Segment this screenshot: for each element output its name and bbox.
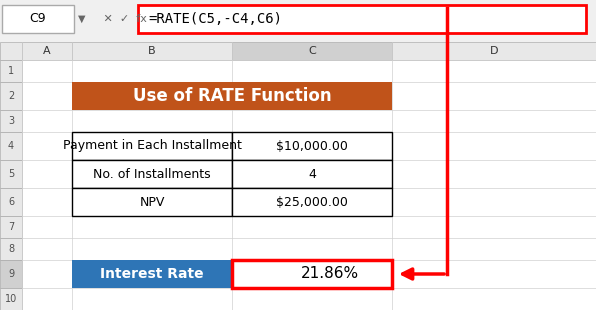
- Text: 6: 6: [8, 197, 14, 207]
- Text: EXCEL · DATA · BI: EXCEL · DATA · BI: [272, 284, 332, 290]
- Text: D: D: [490, 46, 498, 56]
- FancyBboxPatch shape: [0, 288, 22, 310]
- Text: ✕  ✓  fx: ✕ ✓ fx: [100, 14, 147, 24]
- FancyBboxPatch shape: [232, 160, 392, 188]
- Text: No. of Installments: No. of Installments: [93, 167, 211, 180]
- FancyBboxPatch shape: [2, 5, 74, 33]
- FancyBboxPatch shape: [0, 42, 596, 310]
- FancyBboxPatch shape: [22, 42, 72, 60]
- FancyBboxPatch shape: [0, 82, 22, 110]
- FancyBboxPatch shape: [0, 60, 22, 82]
- Text: C9: C9: [30, 12, 46, 25]
- Text: 7: 7: [8, 222, 14, 232]
- Text: 3: 3: [8, 116, 14, 126]
- FancyBboxPatch shape: [72, 82, 392, 110]
- FancyBboxPatch shape: [0, 238, 22, 260]
- FancyBboxPatch shape: [0, 110, 22, 132]
- FancyBboxPatch shape: [232, 132, 392, 160]
- Text: Use of RATE Function: Use of RATE Function: [133, 87, 331, 105]
- Text: 21.86%: 21.86%: [301, 267, 359, 281]
- FancyBboxPatch shape: [0, 260, 22, 288]
- FancyBboxPatch shape: [232, 42, 392, 60]
- Text: =RATE(C5,-C4,C6): =RATE(C5,-C4,C6): [148, 12, 282, 26]
- Text: excelo: excelo: [281, 272, 322, 285]
- FancyBboxPatch shape: [72, 260, 232, 288]
- Text: Payment in Each Installment: Payment in Each Installment: [63, 140, 241, 153]
- FancyBboxPatch shape: [72, 42, 232, 60]
- FancyBboxPatch shape: [232, 260, 392, 288]
- Text: 5: 5: [8, 169, 14, 179]
- Text: ▼: ▼: [78, 14, 86, 24]
- FancyBboxPatch shape: [392, 42, 596, 60]
- FancyBboxPatch shape: [138, 5, 586, 33]
- FancyBboxPatch shape: [0, 132, 22, 160]
- Text: $10,000.00: $10,000.00: [276, 140, 348, 153]
- Text: NPV: NPV: [139, 196, 164, 209]
- FancyBboxPatch shape: [72, 188, 232, 216]
- Text: 1: 1: [8, 66, 14, 76]
- Text: C: C: [308, 46, 316, 56]
- Text: 4: 4: [308, 167, 316, 180]
- Text: $25,000.00: $25,000.00: [276, 196, 348, 209]
- Text: 9: 9: [8, 269, 14, 279]
- Text: 8: 8: [8, 244, 14, 254]
- Text: Interest Rate: Interest Rate: [100, 267, 204, 281]
- FancyBboxPatch shape: [0, 42, 22, 60]
- FancyBboxPatch shape: [72, 132, 232, 160]
- FancyBboxPatch shape: [0, 216, 22, 238]
- Text: 4: 4: [8, 141, 14, 151]
- FancyBboxPatch shape: [0, 160, 22, 188]
- FancyBboxPatch shape: [72, 160, 232, 188]
- Text: 10: 10: [5, 294, 17, 304]
- Text: B: B: [148, 46, 156, 56]
- FancyBboxPatch shape: [232, 188, 392, 216]
- FancyBboxPatch shape: [0, 0, 596, 42]
- FancyBboxPatch shape: [0, 188, 22, 216]
- Text: A: A: [43, 46, 51, 56]
- Text: 2: 2: [8, 91, 14, 101]
